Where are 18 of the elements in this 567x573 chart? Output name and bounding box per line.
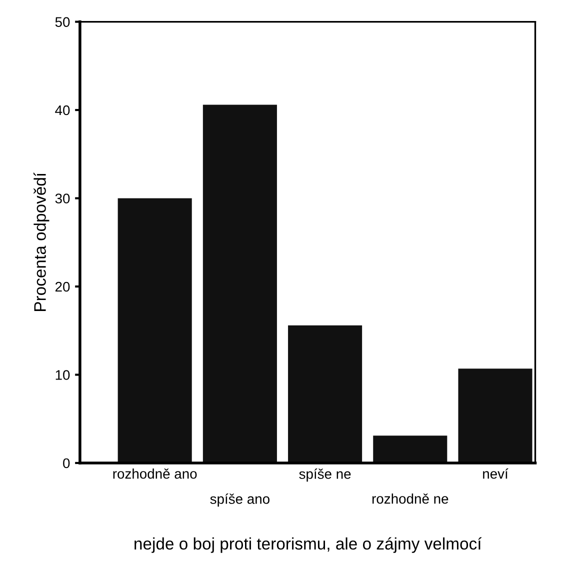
bar [118, 198, 192, 463]
y-axis-title: Procenta odpovědí [33, 172, 50, 311]
x-tick-label: spíše ne [299, 468, 351, 482]
y-tick-label: 40 [55, 105, 70, 116]
x-tick-label: rozhodně ano [113, 468, 197, 479]
x-tick-label: neví [483, 468, 508, 479]
y-tick-label: 0 [63, 458, 70, 468]
y-tick-label: 20 [55, 282, 70, 292]
y-tick-label: 30 [55, 194, 70, 204]
x-tick-label: rozhodně ne [372, 493, 448, 504]
bar [288, 325, 362, 463]
y-tick-label: 50 [55, 17, 70, 27]
x-tick-label: spíše ano [210, 494, 270, 507]
bar [202, 104, 277, 463]
y-tick-label: 10 [56, 370, 70, 380]
bar [458, 368, 532, 463]
x-axis-title: nejde o boj proti terorismu, ale o zájmy velmocí [134, 537, 482, 553]
bar [373, 436, 448, 463]
